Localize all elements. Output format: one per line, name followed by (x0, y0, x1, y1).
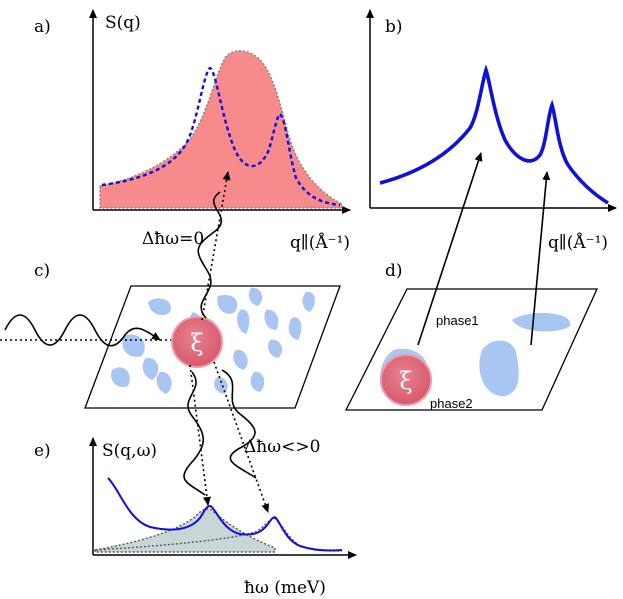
panel-a-ylabel: S(q) (105, 13, 141, 33)
elastic-label: Δħω=0 (142, 229, 204, 249)
quasielastic-peak (94, 508, 276, 553)
panel-e-xlabel: ħω (meV) (244, 578, 326, 598)
scattered-wave-inelastic (221, 369, 257, 479)
incident-wave (4, 314, 161, 347)
panel-e-ylabel: S(q,ω) (102, 441, 157, 461)
panel-a-tag: a) (34, 17, 51, 37)
scattered-wave-elastic (183, 371, 206, 496)
panel-c-disordered-domains (111, 287, 315, 394)
phase1-label: phase1 (436, 313, 479, 328)
correlation-length-circle-d (380, 354, 432, 406)
scattered-beam-elastic (189, 364, 211, 506)
inelastic-label: Δħω<>0 (244, 437, 320, 457)
phase2-bragg-arrow (530, 171, 551, 346)
phase2-label: phase2 (430, 396, 473, 411)
scattered-beam-inelastic (213, 361, 270, 513)
panel-b-tag: b) (385, 17, 403, 37)
panel-e-tag: e) (34, 441, 51, 461)
panel-c: c) ξ Δħω=0 (0, 171, 341, 513)
panel-e: e) S(q,ω) ħω (meV) (34, 437, 357, 598)
phase1-bragg-arrow (417, 152, 483, 346)
panel-a-phase-peaks-curve (101, 66, 341, 207)
xi-symbol-d: ξ (399, 367, 412, 395)
panel-b-xlabel: q∥(Å⁻¹) (548, 232, 608, 253)
panel-b-bragg-peaks-curve (379, 64, 609, 205)
correlation-length-circle (171, 316, 223, 368)
dynamic-structure-curve (107, 477, 343, 552)
panel-d: d) phase1 ξ phase2 (344, 152, 599, 411)
panel-a-xlabel: q∥(Å⁻¹) (290, 232, 350, 253)
panel-d-tag: d) (385, 261, 403, 281)
xi-symbol: ξ (190, 329, 203, 357)
elastic-wave (197, 191, 223, 319)
panel-a: a) S(q) q∥(Å⁻¹) (34, 9, 351, 253)
panel-a-static-structure-envelope (99, 50, 343, 209)
panel-b: b) q∥(Å⁻¹) (366, 9, 617, 253)
panel-c-tag: c) (34, 261, 50, 281)
